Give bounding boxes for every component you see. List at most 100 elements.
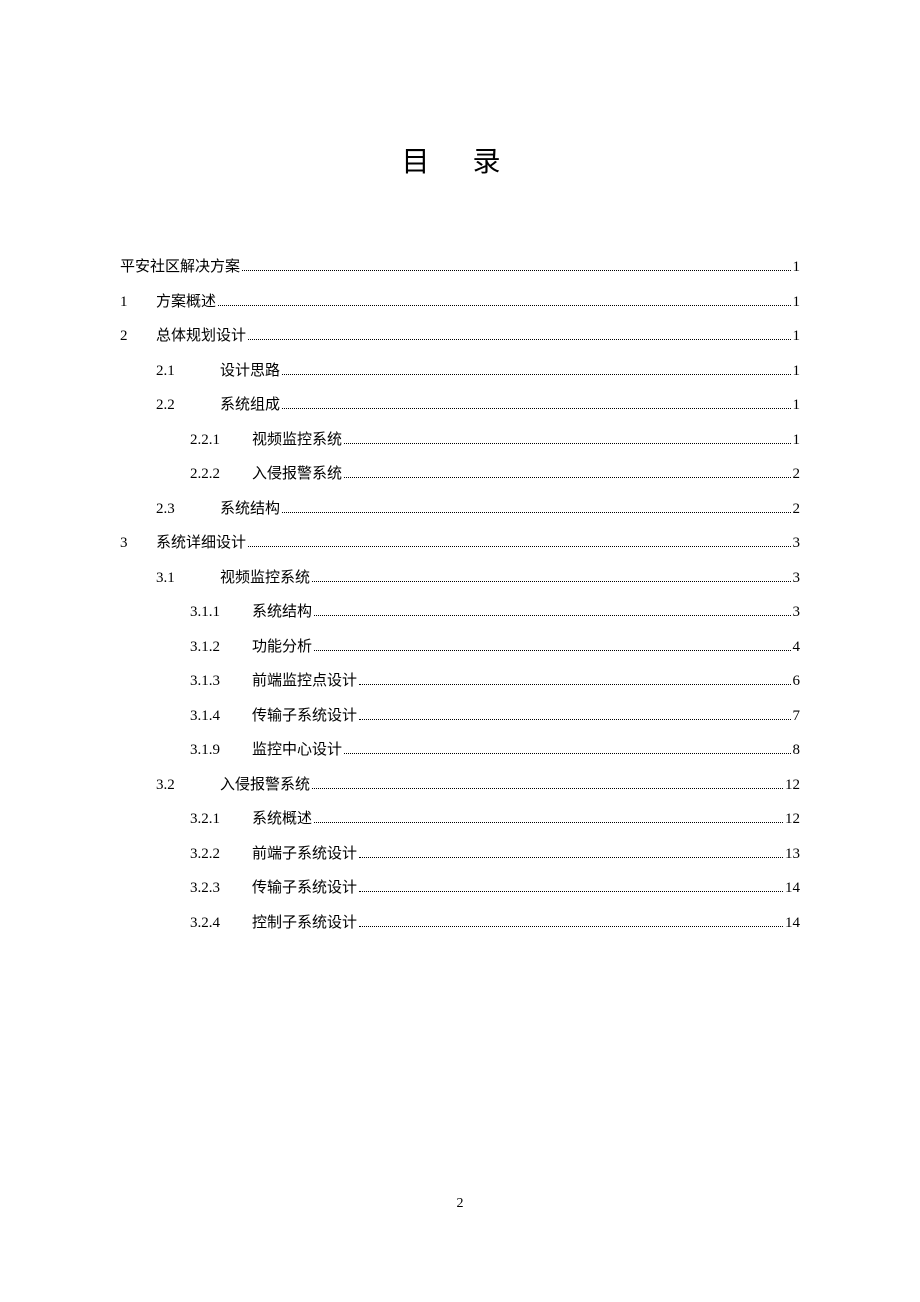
toc-entry-page: 14: [785, 906, 800, 941]
toc-entry-number: 3.2.4: [190, 906, 252, 941]
toc-entry-number: 3.1.9: [190, 733, 252, 768]
page-number: 2: [0, 1196, 920, 1212]
toc-entry-number: 3.2: [156, 768, 220, 803]
toc-entry-page: 8: [793, 733, 801, 768]
toc-entry-label: 视频监控系统: [220, 561, 310, 596]
toc-entry: 2总体规划设计 1: [120, 319, 800, 354]
toc-leader-dots: [314, 822, 783, 823]
toc-entry-number: 3.2.2: [190, 837, 252, 872]
toc-entry-page: 12: [785, 768, 800, 803]
toc-leader-dots: [314, 615, 790, 616]
toc-entry-label: 总体规划设计: [156, 319, 246, 354]
toc-entry-number: 3.1.4: [190, 699, 252, 734]
toc-entry: 3系统详细设计3: [120, 526, 800, 561]
toc-entry-number: 2.2.2: [190, 457, 252, 492]
toc-entry-number: 2.3: [156, 492, 220, 527]
toc-entry-page: 3: [793, 561, 801, 596]
toc-entry: 3.2.1系统概述 12: [120, 802, 800, 837]
toc-entry: 3.1.4传输子系统设计 7: [120, 699, 800, 734]
toc-list: 平安社区解决方案11方案概述12总体规划设计12.1设计思路12.2系统组成12…: [120, 250, 800, 940]
toc-entry-page: 2: [793, 457, 801, 492]
toc-entry-number: 2.2: [156, 388, 220, 423]
toc-entry-label: 传输子系统设计: [252, 871, 357, 906]
toc-entry-page: 13: [785, 837, 800, 872]
toc-entry-label: 前端子系统设计: [252, 837, 357, 872]
toc-leader-dots: [359, 857, 783, 858]
toc-entry-label: 视频监控系统: [252, 423, 342, 458]
toc-entry: 平安社区解决方案 1: [120, 250, 800, 285]
toc-entry-page: 14: [785, 871, 800, 906]
toc-entry: 2.2.2入侵报警系统 2: [120, 457, 800, 492]
toc-entry-label: 方案概述: [156, 285, 216, 320]
toc-entry: 3.1.9监控中心设计 8: [120, 733, 800, 768]
toc-entry-label: 系统组成: [220, 388, 280, 423]
toc-entry-number: 3.1.3: [190, 664, 252, 699]
toc-entry: 3.1.2功能分析 4: [120, 630, 800, 665]
toc-leader-dots: [248, 546, 790, 547]
toc-leader-dots: [344, 443, 790, 444]
toc-leader-dots: [282, 374, 790, 375]
toc-entry: 2.1设计思路 1: [120, 354, 800, 389]
toc-entry: 3.1视频监控系统 3: [120, 561, 800, 596]
toc-entry-page: 3: [793, 526, 801, 561]
toc-entry-number: 3.1.1: [190, 595, 252, 630]
toc-entry-page: 6: [793, 664, 801, 699]
toc-leader-dots: [282, 512, 790, 513]
toc-entry-page: 1: [793, 285, 801, 320]
toc-entry-label: 设计思路: [220, 354, 280, 389]
toc-entry-page: 1: [793, 319, 801, 354]
toc-entry-page: 7: [793, 699, 801, 734]
toc-entry-label: 功能分析: [252, 630, 312, 665]
toc-entry: 2.3系统结构 2: [120, 492, 800, 527]
toc-leader-dots: [359, 684, 790, 685]
toc-entry-number: 3.2.1: [190, 802, 252, 837]
toc-entry-page: 3: [793, 595, 801, 630]
toc-entry-number: 2.1: [156, 354, 220, 389]
toc-entry-page: 12: [785, 802, 800, 837]
toc-entry-page: 1: [793, 388, 801, 423]
toc-entry-label: 入侵报警系统: [252, 457, 342, 492]
toc-entry: 3.2.4控制子系统设计 14: [120, 906, 800, 941]
toc-entry: 3.2入侵报警系统 12: [120, 768, 800, 803]
toc-entry-label: 系统详细设计: [156, 526, 246, 561]
toc-leader-dots: [359, 891, 783, 892]
toc-entry-number: 3.1: [156, 561, 220, 596]
toc-leader-dots: [359, 926, 783, 927]
toc-entry-page: 4: [793, 630, 801, 665]
toc-entry: 3.1.3前端监控点设计 6: [120, 664, 800, 699]
toc-entry-number: 2: [120, 319, 156, 354]
toc-leader-dots: [312, 788, 783, 789]
toc-entry: 1方案概述1: [120, 285, 800, 320]
toc-entry-number: 2.2.1: [190, 423, 252, 458]
toc-entry-label: 系统概述: [252, 802, 312, 837]
toc-leader-dots: [312, 581, 790, 582]
toc-entry-page: 2: [793, 492, 801, 527]
toc-entry-label: 传输子系统设计: [252, 699, 357, 734]
toc-entry-label: 系统结构: [252, 595, 312, 630]
toc-entry-number: 1: [120, 285, 156, 320]
toc-leader-dots: [344, 477, 790, 478]
toc-entry: 2.2系统组成 1: [120, 388, 800, 423]
toc-entry-label: 系统结构: [220, 492, 280, 527]
toc-leader-dots: [242, 270, 790, 271]
toc-leader-dots: [218, 305, 790, 306]
toc-leader-dots: [314, 650, 790, 651]
toc-entry-page: 1: [793, 354, 801, 389]
toc-entry-label: 前端监控点设计: [252, 664, 357, 699]
toc-leader-dots: [248, 339, 790, 340]
toc-entry-label: 监控中心设计: [252, 733, 342, 768]
toc-entry-page: 1: [793, 250, 801, 285]
toc-leader-dots: [344, 753, 790, 754]
toc-entry: 3.2.2前端子系统设计 13: [120, 837, 800, 872]
toc-entry-label: 控制子系统设计: [252, 906, 357, 941]
toc-entry-number: 3.1.2: [190, 630, 252, 665]
toc-entry-label: 入侵报警系统: [220, 768, 310, 803]
toc-entry-label: 平安社区解决方案: [120, 250, 240, 285]
toc-entry: 3.2.3传输子系统设计 14: [120, 871, 800, 906]
toc-leader-dots: [359, 719, 790, 720]
toc-entry-page: 1: [793, 423, 801, 458]
toc-entry: 2.2.1视频监控系统 1: [120, 423, 800, 458]
toc-title: 目 录: [120, 140, 800, 180]
toc-entry-number: 3.2.3: [190, 871, 252, 906]
toc-leader-dots: [282, 408, 790, 409]
